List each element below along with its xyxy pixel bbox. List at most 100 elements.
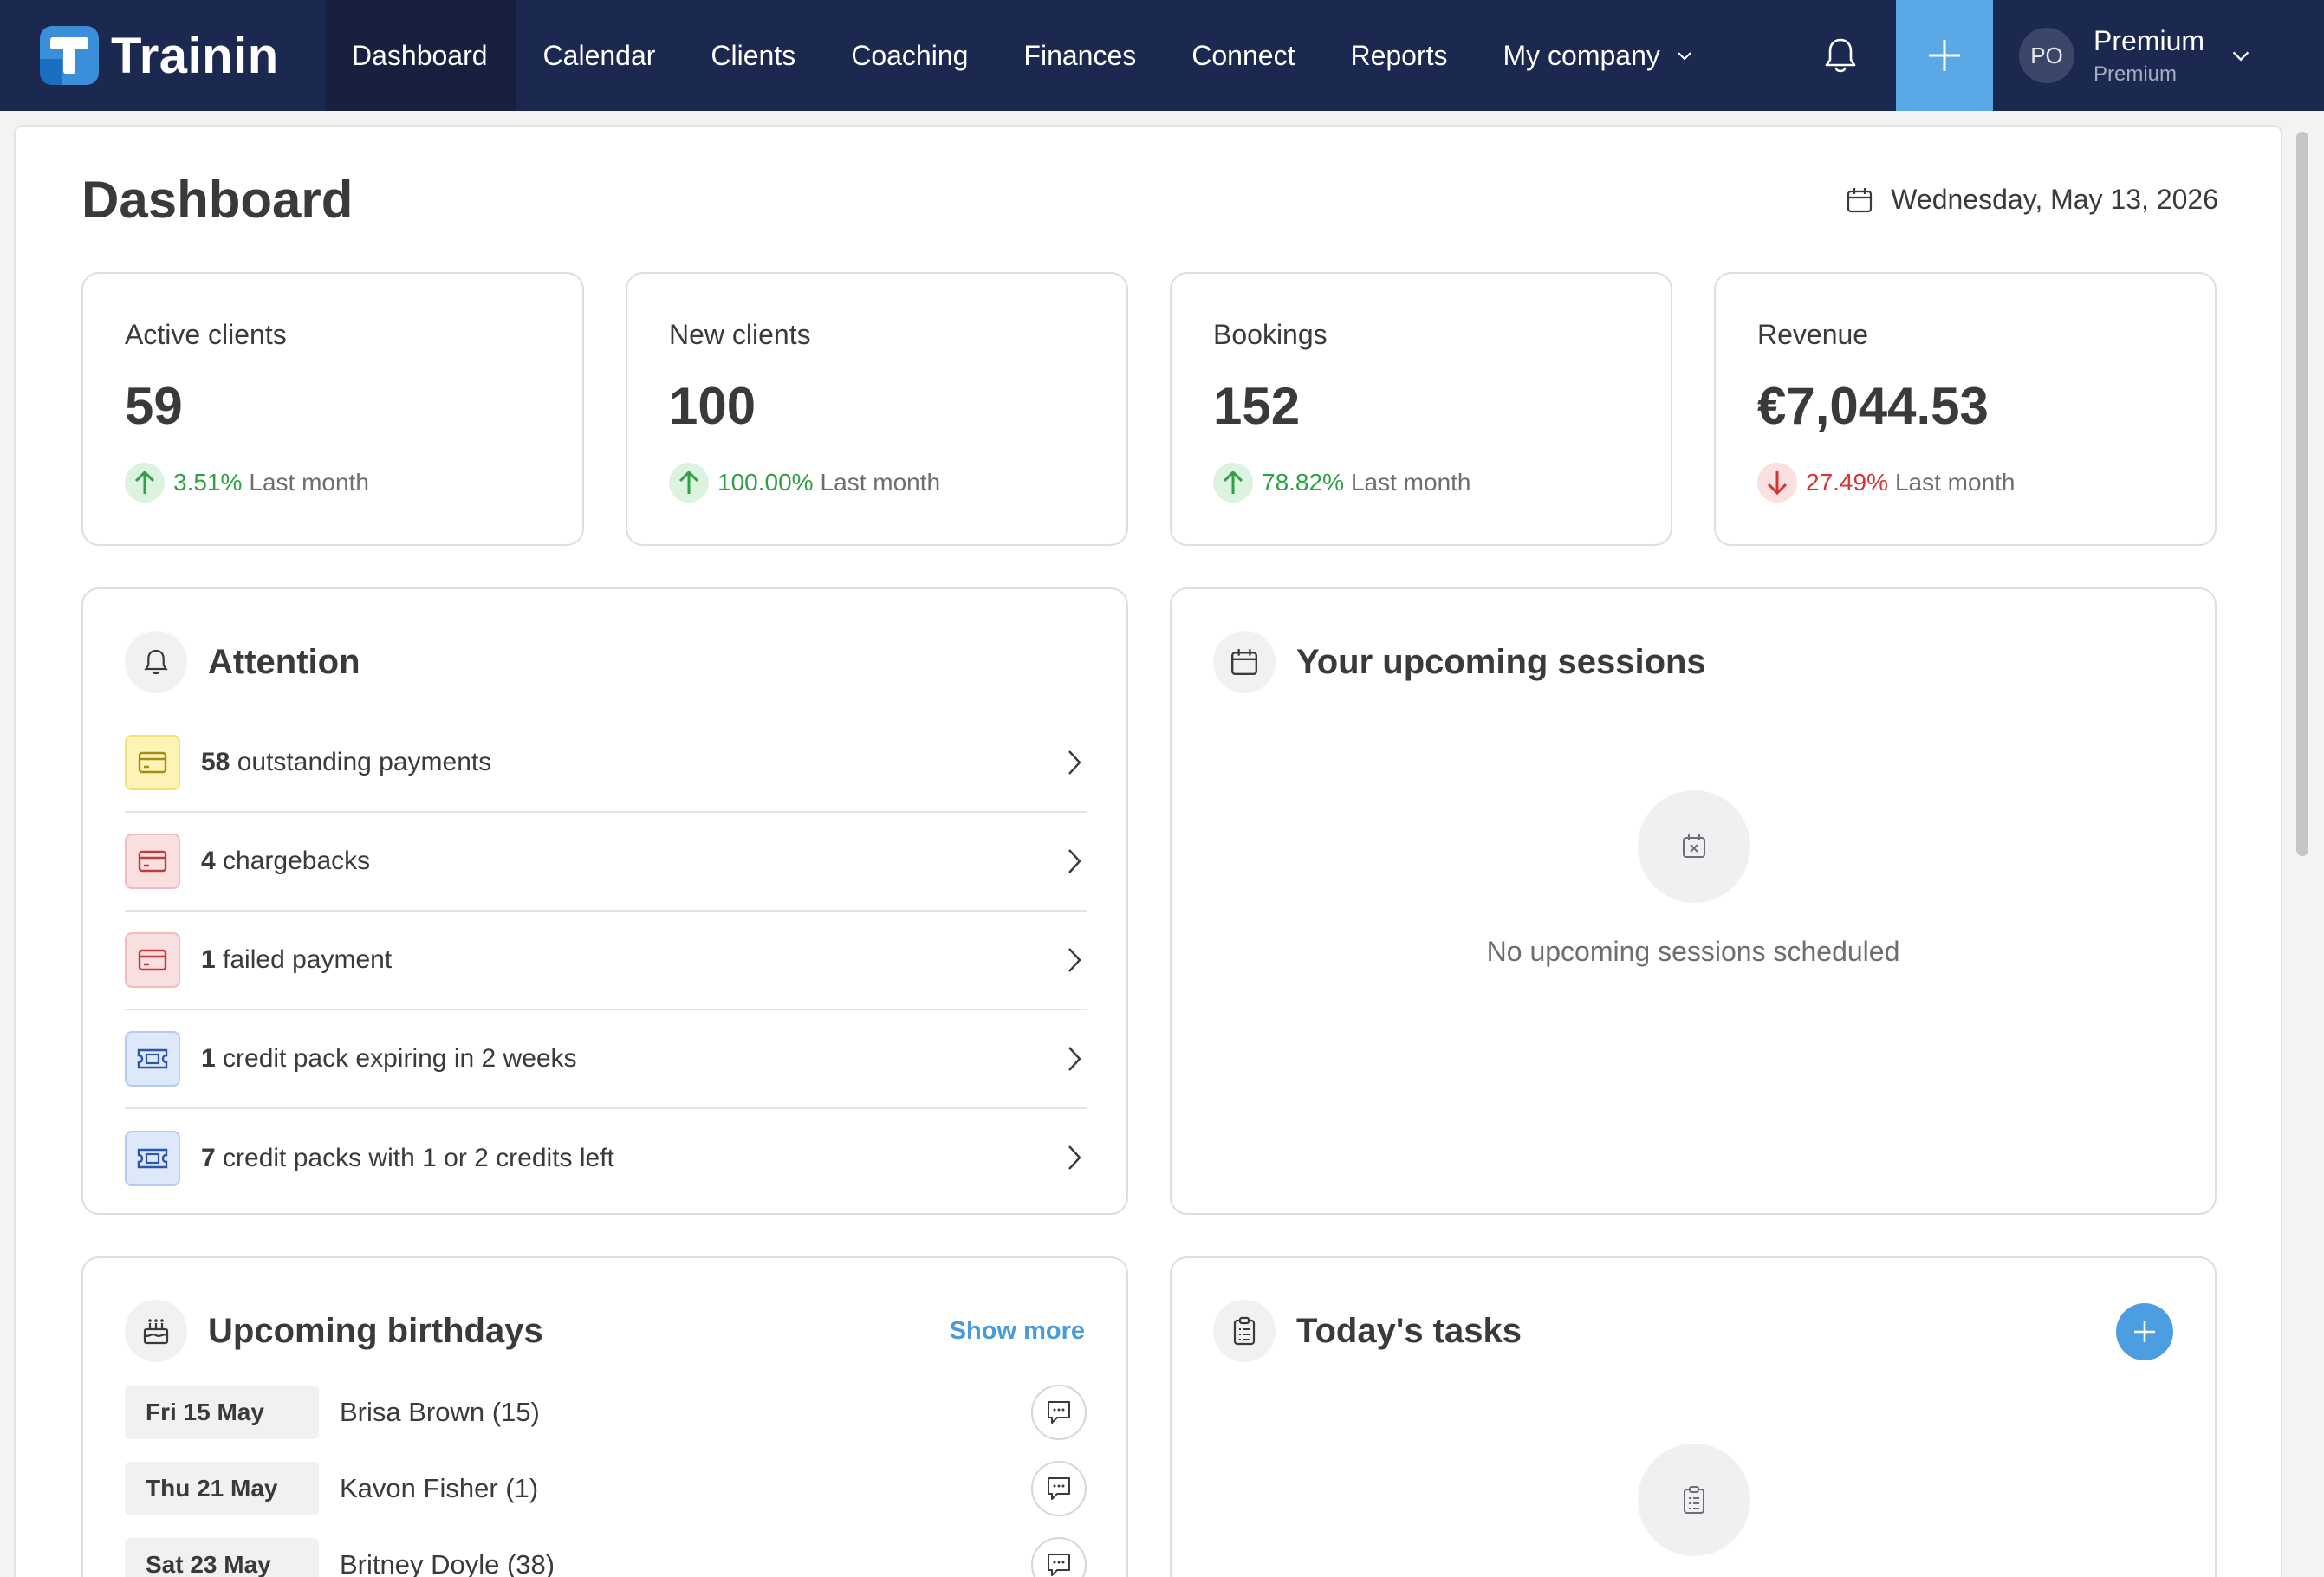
stat-card-new-clients[interactable]: New clients 100 100.00% Last month (626, 272, 1128, 546)
bell-icon (125, 631, 187, 693)
message-button[interactable] (1031, 1385, 1087, 1440)
clipboard-icon (1638, 1444, 1750, 1556)
birthday-name: Britney Doyle (38) (340, 1549, 555, 1577)
stat-period: Last month (820, 469, 941, 496)
stat-trend: 27.49% Last month (1757, 463, 2016, 503)
upcoming-birthdays-title: Upcoming birthdays (208, 1311, 543, 1350)
todays-tasks-card: Today's tasks (1170, 1256, 2217, 1577)
stat-label: Revenue (1757, 319, 1869, 350)
upcoming-birthdays-card: Upcoming birthdays Show more Fri 15 May … (81, 1256, 1128, 1577)
arrow-up-icon (125, 463, 165, 503)
credit-card-icon (125, 735, 180, 790)
nav-connect[interactable]: Connect (1191, 39, 1295, 71)
bell-icon (1825, 38, 1856, 73)
birthday-date: Fri 15 May (125, 1386, 319, 1439)
attention-text: credit pack expiring in 2 weeks (223, 1044, 577, 1073)
calendar-icon (1213, 631, 1276, 693)
attention-item-failed-payment[interactable]: 1 failed payment (125, 912, 1087, 1010)
chevron-right-icon (1068, 750, 1081, 775)
stat-card-active-clients[interactable]: Active clients 59 3.51% Last month (81, 272, 584, 546)
chevron-down-icon (2232, 51, 2249, 62)
stat-value: €7,044.53 (1757, 377, 1989, 435)
brand-logo-link[interactable]: Trainin (0, 0, 326, 111)
date-display: Wednesday, May 13, 2026 (1846, 184, 2218, 216)
ticket-icon (125, 1031, 180, 1087)
upcoming-sessions-card: Your upcoming sessions No upcoming sessi… (1170, 587, 2217, 1215)
stat-trend: 100.00% Last month (669, 463, 940, 503)
calendar-icon (1847, 187, 1873, 212)
stat-card-revenue[interactable]: Revenue €7,044.53 27.49% Last month (1714, 272, 2217, 546)
stat-card-bookings[interactable]: Bookings 152 78.82% Last month (1170, 272, 1672, 546)
avatar: PO (2019, 28, 2074, 83)
birthday-row: Sat 23 May Britney Doyle (38) (125, 1537, 1087, 1577)
stat-trend: 78.82% Last month (1213, 463, 1471, 503)
nav-reports[interactable]: Reports (1350, 39, 1448, 71)
attention-item-outstanding-payments[interactable]: 58 outstanding payments (125, 714, 1087, 813)
stat-percent: 100.00% (717, 469, 814, 496)
attention-item-chargebacks[interactable]: 4 chargebacks (125, 813, 1087, 912)
notifications-button[interactable] (1814, 29, 1866, 81)
chevron-right-icon (1068, 1047, 1081, 1071)
arrow-up-icon (669, 463, 709, 503)
ticket-icon (125, 1131, 180, 1186)
stat-label: Bookings (1213, 319, 1328, 350)
attention-title: Attention (208, 642, 360, 681)
birthday-cake-icon (125, 1300, 187, 1362)
birthday-name: Kavon Fisher (1) (340, 1473, 539, 1503)
attention-text: credit packs with 1 or 2 credits left (223, 1144, 614, 1172)
show-more-link[interactable]: Show more (949, 1317, 1085, 1345)
attention-item-credit-pack-expiring[interactable]: 1 credit pack expiring in 2 weeks (125, 1010, 1087, 1109)
credit-card-icon (125, 834, 180, 889)
clipboard-icon (1213, 1300, 1276, 1362)
nav-clients[interactable]: Clients (711, 39, 796, 71)
nav-finances[interactable]: Finances (1023, 39, 1137, 71)
birthday-row: Fri 15 May Brisa Brown (15) (125, 1385, 1087, 1440)
stat-trend: 3.51% Last month (125, 463, 369, 503)
stat-value: 100 (669, 377, 756, 435)
attention-count: 58 (201, 748, 230, 776)
nav-calendar[interactable]: Calendar (542, 39, 656, 71)
stat-label: New clients (669, 319, 811, 350)
add-task-button[interactable] (2116, 1303, 2173, 1360)
stat-percent: 3.51% (173, 469, 243, 496)
birthday-date: Sat 23 May (125, 1538, 319, 1577)
chevron-right-icon (1068, 849, 1081, 873)
message-button[interactable] (1031, 1461, 1087, 1516)
birthday-row: Thu 21 May Kavon Fisher (1) (125, 1461, 1087, 1516)
arrow-down-icon (1757, 463, 1797, 503)
attention-count: 1 (201, 945, 216, 974)
dashboard-panel: Dashboard Wednesday, May 13, 2026 Active… (14, 125, 2282, 1577)
chevron-down-icon (1678, 52, 1691, 61)
brand-name: Trainin (111, 27, 279, 84)
message-button[interactable] (1031, 1537, 1087, 1577)
attention-count: 1 (201, 1044, 216, 1073)
chevron-right-icon (1068, 1145, 1081, 1170)
stat-period: Last month (1350, 469, 1471, 496)
attention-text: failed payment (223, 945, 393, 974)
nav-dashboard[interactable]: Dashboard (326, 0, 516, 111)
user-plan: Premium (2094, 62, 2178, 86)
attention-count: 7 (201, 1144, 216, 1172)
attention-card: Attention 58 outstanding payments 4 char… (81, 587, 1128, 1215)
attention-item-credit-packs-low[interactable]: 7 credit packs with 1 or 2 credits left (125, 1109, 1087, 1208)
page-title: Dashboard (81, 171, 354, 229)
stat-period: Last month (249, 469, 369, 496)
nav-my-company-label: My company (1503, 39, 1660, 71)
user-name: Premium (2094, 24, 2205, 56)
chat-bubble-icon (1048, 1554, 1070, 1576)
nav-my-company[interactable]: My company (1476, 0, 1721, 111)
top-navigation: Trainin Dashboard Calendar Clients Coach… (0, 0, 2324, 111)
attention-list: 58 outstanding payments 4 chargebacks 1 … (125, 714, 1087, 1208)
nav-coaching[interactable]: Coaching (851, 39, 969, 71)
attention-count: 4 (201, 847, 216, 875)
upcoming-sessions-title: Your upcoming sessions (1296, 642, 1706, 681)
user-menu[interactable]: PO Premium Premium (1993, 0, 2324, 111)
stat-label: Active clients (125, 319, 287, 350)
chat-bubble-icon (1048, 1401, 1070, 1424)
quick-add-button[interactable] (1896, 0, 1993, 111)
plus-icon (1929, 40, 1960, 71)
stat-percent: 78.82% (1262, 469, 1344, 496)
attention-text: outstanding payments (237, 748, 492, 776)
stat-percent: 27.49% (1806, 469, 1888, 496)
page-scrollbar[interactable] (2296, 132, 2308, 856)
